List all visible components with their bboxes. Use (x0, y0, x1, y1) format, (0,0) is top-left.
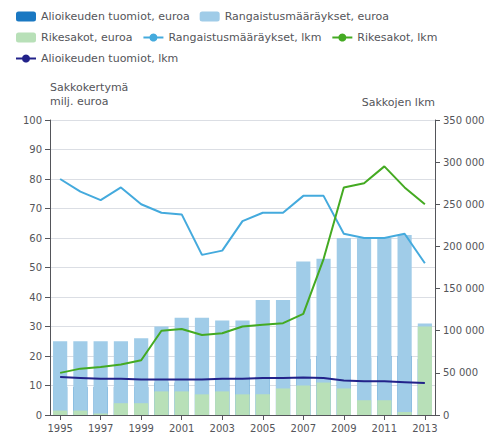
svg-text:2009: 2009 (331, 423, 356, 434)
svg-text:250 000: 250 000 (443, 199, 484, 210)
svg-text:350 000: 350 000 (443, 115, 484, 126)
svg-text:2011: 2011 (372, 423, 397, 434)
svg-text:1999: 1999 (128, 423, 153, 434)
svg-text:20: 20 (29, 351, 42, 362)
svg-text:Alioikeuden tuomiot, lkm: Alioikeuden tuomiot, lkm (41, 52, 178, 65)
svg-text:2005: 2005 (250, 423, 275, 434)
svg-text:50: 50 (29, 262, 42, 273)
svg-text:60: 60 (29, 233, 42, 244)
svg-text:0: 0 (36, 410, 42, 421)
svg-text:200 000: 200 000 (443, 241, 484, 252)
svg-text:Sakkojen lkm: Sakkojen lkm (362, 96, 435, 109)
svg-text:150 000: 150 000 (443, 283, 484, 294)
svg-text:Sakkokertymä: Sakkokertymä (50, 81, 128, 94)
svg-text:2003: 2003 (210, 423, 235, 434)
svg-text:Rangaistusmääräykset, euroa: Rangaistusmääräykset, euroa (225, 10, 389, 23)
svg-text:1995: 1995 (47, 423, 72, 434)
svg-text:Rangaistusmääräykset, lkm: Rangaistusmääräykset, lkm (168, 31, 321, 44)
svg-text:50 000: 50 000 (443, 367, 478, 378)
svg-text:1997: 1997 (88, 423, 113, 434)
svg-text:0: 0 (443, 410, 449, 421)
svg-text:2007: 2007 (291, 423, 316, 434)
svg-text:100 000: 100 000 (443, 325, 484, 336)
svg-text:Rikesakot, lkm: Rikesakot, lkm (357, 31, 437, 44)
svg-text:30: 30 (29, 321, 42, 332)
svg-text:milj. euroa: milj. euroa (50, 95, 108, 108)
svg-text:40: 40 (29, 292, 42, 303)
svg-text:Rikesakot, euroa: Rikesakot, euroa (41, 31, 132, 44)
svg-text:2001: 2001 (169, 423, 194, 434)
svg-text:80: 80 (29, 174, 42, 185)
svg-text:70: 70 (29, 203, 42, 214)
svg-text:300 000: 300 000 (443, 157, 484, 168)
svg-text:Alioikeuden tuomiot, euroa: Alioikeuden tuomiot, euroa (41, 10, 190, 23)
svg-text:10: 10 (29, 380, 42, 391)
svg-text:100: 100 (23, 115, 42, 126)
svg-text:2013: 2013 (412, 423, 437, 434)
svg-text:90: 90 (29, 144, 42, 155)
